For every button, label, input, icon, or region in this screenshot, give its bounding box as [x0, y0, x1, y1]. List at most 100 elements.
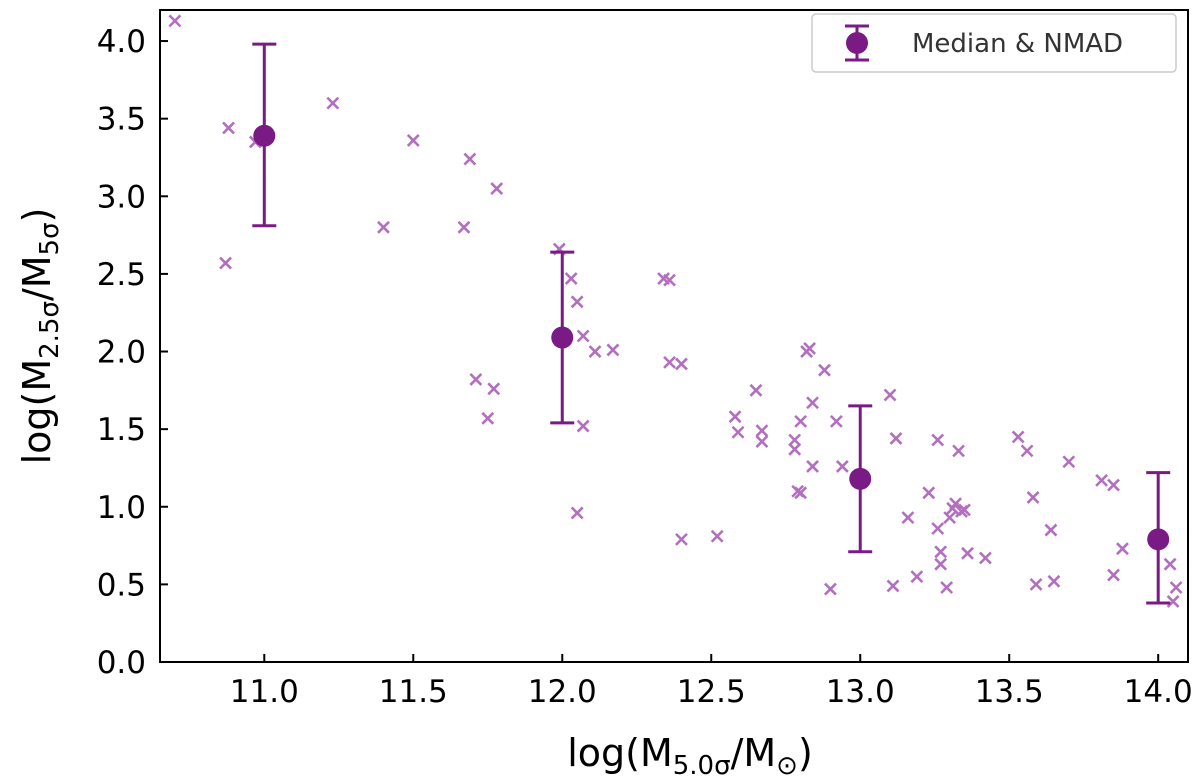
scatter-point — [922, 486, 936, 500]
scatter-point — [663, 355, 676, 369]
scatter-point — [958, 503, 971, 517]
median-point — [252, 42, 277, 228]
scatter-point — [755, 435, 769, 448]
scatter-point — [829, 414, 843, 428]
scatter-point — [788, 442, 802, 456]
x-tick-label: 11.5 — [379, 674, 448, 710]
scatter-point — [1062, 455, 1076, 469]
x-tick-label: 13.5 — [975, 674, 1044, 710]
scatter-point — [487, 382, 501, 396]
scatter-point — [806, 459, 819, 473]
median-point — [848, 404, 873, 554]
scatter-point — [570, 506, 584, 520]
scatter-point — [481, 411, 495, 425]
scatter-point — [889, 432, 903, 445]
scatter-point — [788, 433, 802, 447]
legend-marker — [845, 24, 869, 62]
axis-ticks: 11.0 11.5 12.0 12.5 13.0 13.5 14.0 0.0 0.5 1.0 1.5… — [97, 24, 1193, 710]
scatter-point — [794, 414, 808, 428]
y-tick-label: 1.5 — [97, 412, 146, 448]
scatter-point — [1095, 473, 1109, 487]
scatter-point — [469, 373, 483, 386]
scatter-point — [803, 341, 816, 355]
scatter-point — [806, 396, 819, 410]
scatter-point — [710, 529, 724, 543]
scatter-point — [675, 532, 688, 546]
scatter-point — [663, 273, 676, 287]
scatter-point — [934, 557, 948, 571]
y-tick-label: 3.5 — [97, 102, 146, 138]
scatter-point — [606, 343, 620, 357]
scatter-point — [883, 388, 897, 402]
plot-frame — [159, 9, 1189, 663]
scatter-point — [564, 272, 578, 285]
scatter-point — [952, 444, 965, 458]
scatter-point — [1107, 478, 1120, 492]
scatter-point — [1116, 542, 1129, 556]
scatter-point — [377, 220, 390, 234]
scatter-point — [490, 182, 504, 195]
scatter-point — [910, 570, 924, 584]
y-tick-label: 4.0 — [97, 24, 146, 60]
scatter-point — [934, 545, 948, 559]
median-marker — [849, 467, 872, 490]
x-tick-label: 13.0 — [826, 674, 895, 710]
scatter-point — [818, 363, 831, 377]
scatter-point — [1011, 430, 1025, 444]
scatter-point — [570, 295, 584, 309]
scatter-point — [1169, 581, 1183, 594]
scatter-point — [576, 329, 590, 343]
scatter-point — [1107, 568, 1120, 582]
scatter-point — [835, 459, 849, 473]
scatter-point — [1166, 595, 1180, 608]
median-marker — [551, 326, 574, 349]
y-tick-label: 0.5 — [97, 567, 146, 603]
scatter-point — [406, 133, 420, 147]
y-axis-label: log(M2.5σ/M5σ) — [15, 208, 65, 465]
x-tick-label: 12.0 — [528, 674, 597, 710]
scatter-point — [1020, 444, 1034, 458]
scatter-point — [1047, 574, 1061, 588]
scatter-point — [824, 582, 837, 596]
scatter-point — [961, 546, 974, 560]
x-tick-label: 11.0 — [230, 674, 299, 710]
scatter-point — [749, 383, 763, 397]
scatter-point — [1163, 557, 1177, 571]
scatter-point — [326, 96, 340, 110]
y-tick-label: 2.5 — [97, 257, 146, 293]
median-marker — [253, 124, 276, 147]
legend-label: Median & NMAD — [912, 29, 1123, 59]
scatter-point — [755, 424, 769, 438]
scatter-point — [1029, 577, 1043, 591]
scatter-point — [588, 345, 602, 358]
median-series — [252, 42, 1171, 605]
scatter-point — [457, 220, 471, 234]
scatter-point — [576, 419, 590, 433]
scatter-point — [943, 511, 957, 525]
y-tick-label: 1.0 — [97, 490, 146, 526]
scatter-point — [222, 121, 235, 135]
scatter-point — [675, 357, 688, 371]
scatter-point — [1026, 491, 1040, 504]
scatter-series — [168, 14, 1183, 608]
scatter-point — [168, 14, 182, 28]
scatter-point — [940, 581, 954, 594]
median-marker — [1147, 528, 1170, 551]
y-tick-label: 0.0 — [97, 645, 146, 681]
scatter-point — [931, 522, 945, 535]
scatter-point — [728, 410, 742, 424]
scatter-point — [978, 551, 992, 565]
y-tick-label: 3.0 — [97, 179, 146, 215]
scatter-point — [731, 425, 745, 439]
scatter-point — [931, 433, 945, 447]
scatter-point — [463, 152, 477, 166]
legend-box — [811, 13, 1177, 73]
scatter-point — [901, 511, 915, 525]
x-tick-label: 14.0 — [1124, 674, 1193, 710]
median-point — [1146, 471, 1171, 605]
legend: Median & NMAD — [811, 13, 1177, 73]
median-point — [550, 250, 575, 425]
y-tick-label: 2.0 — [97, 335, 146, 371]
scatter-point — [886, 579, 900, 593]
